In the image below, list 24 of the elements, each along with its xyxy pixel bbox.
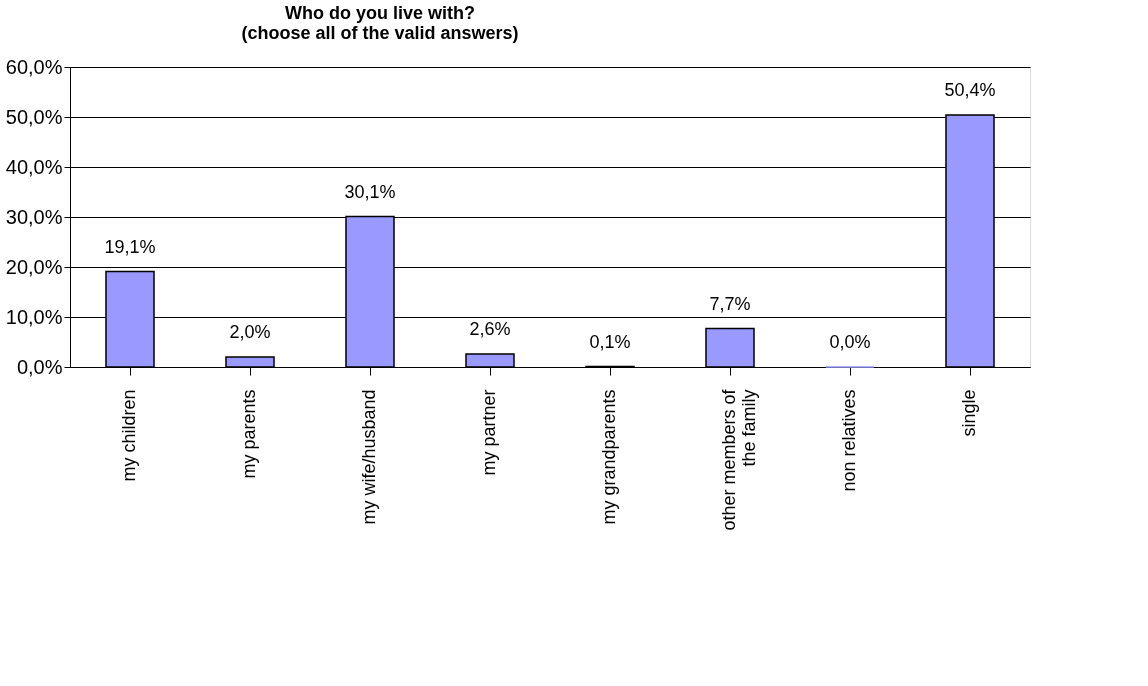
data-label: 0,1% (589, 331, 631, 352)
y-tick-label: 0,0% (16, 355, 63, 378)
y-tick-label: 40,0% (5, 155, 63, 178)
x-tick-label: my partner (479, 389, 499, 476)
x-tick-label: my parents (239, 389, 259, 479)
y-tick-label: 60,0% (5, 55, 63, 78)
data-label: 19,1% (104, 236, 156, 257)
x-tick-label: other members of the family (719, 388, 759, 531)
x-tick-label: my grandparents (599, 389, 619, 525)
y-tick-label: 10,0% (5, 305, 63, 328)
data-label: 0,0% (829, 332, 871, 352)
chart-title: Who do you live with? (choose all of the valid answers) (241, 3, 519, 43)
data-label: 2,6% (469, 319, 511, 339)
data-label: 2,0% (229, 322, 271, 342)
data-label: 7,7% (709, 293, 751, 314)
y-tick-label: 30,0% (5, 205, 63, 228)
x-tick-label: my wife/husband (359, 389, 379, 525)
x-tick-label: my children (119, 389, 139, 482)
data-label: 30,1% (344, 181, 396, 202)
x-tick-label: non relatives (839, 389, 859, 492)
y-tick-label: 20,0% (5, 255, 63, 278)
x-tick-label: single (959, 389, 979, 437)
y-tick-label: 50,0% (5, 105, 63, 128)
data-label: 50,4% (944, 80, 996, 100)
